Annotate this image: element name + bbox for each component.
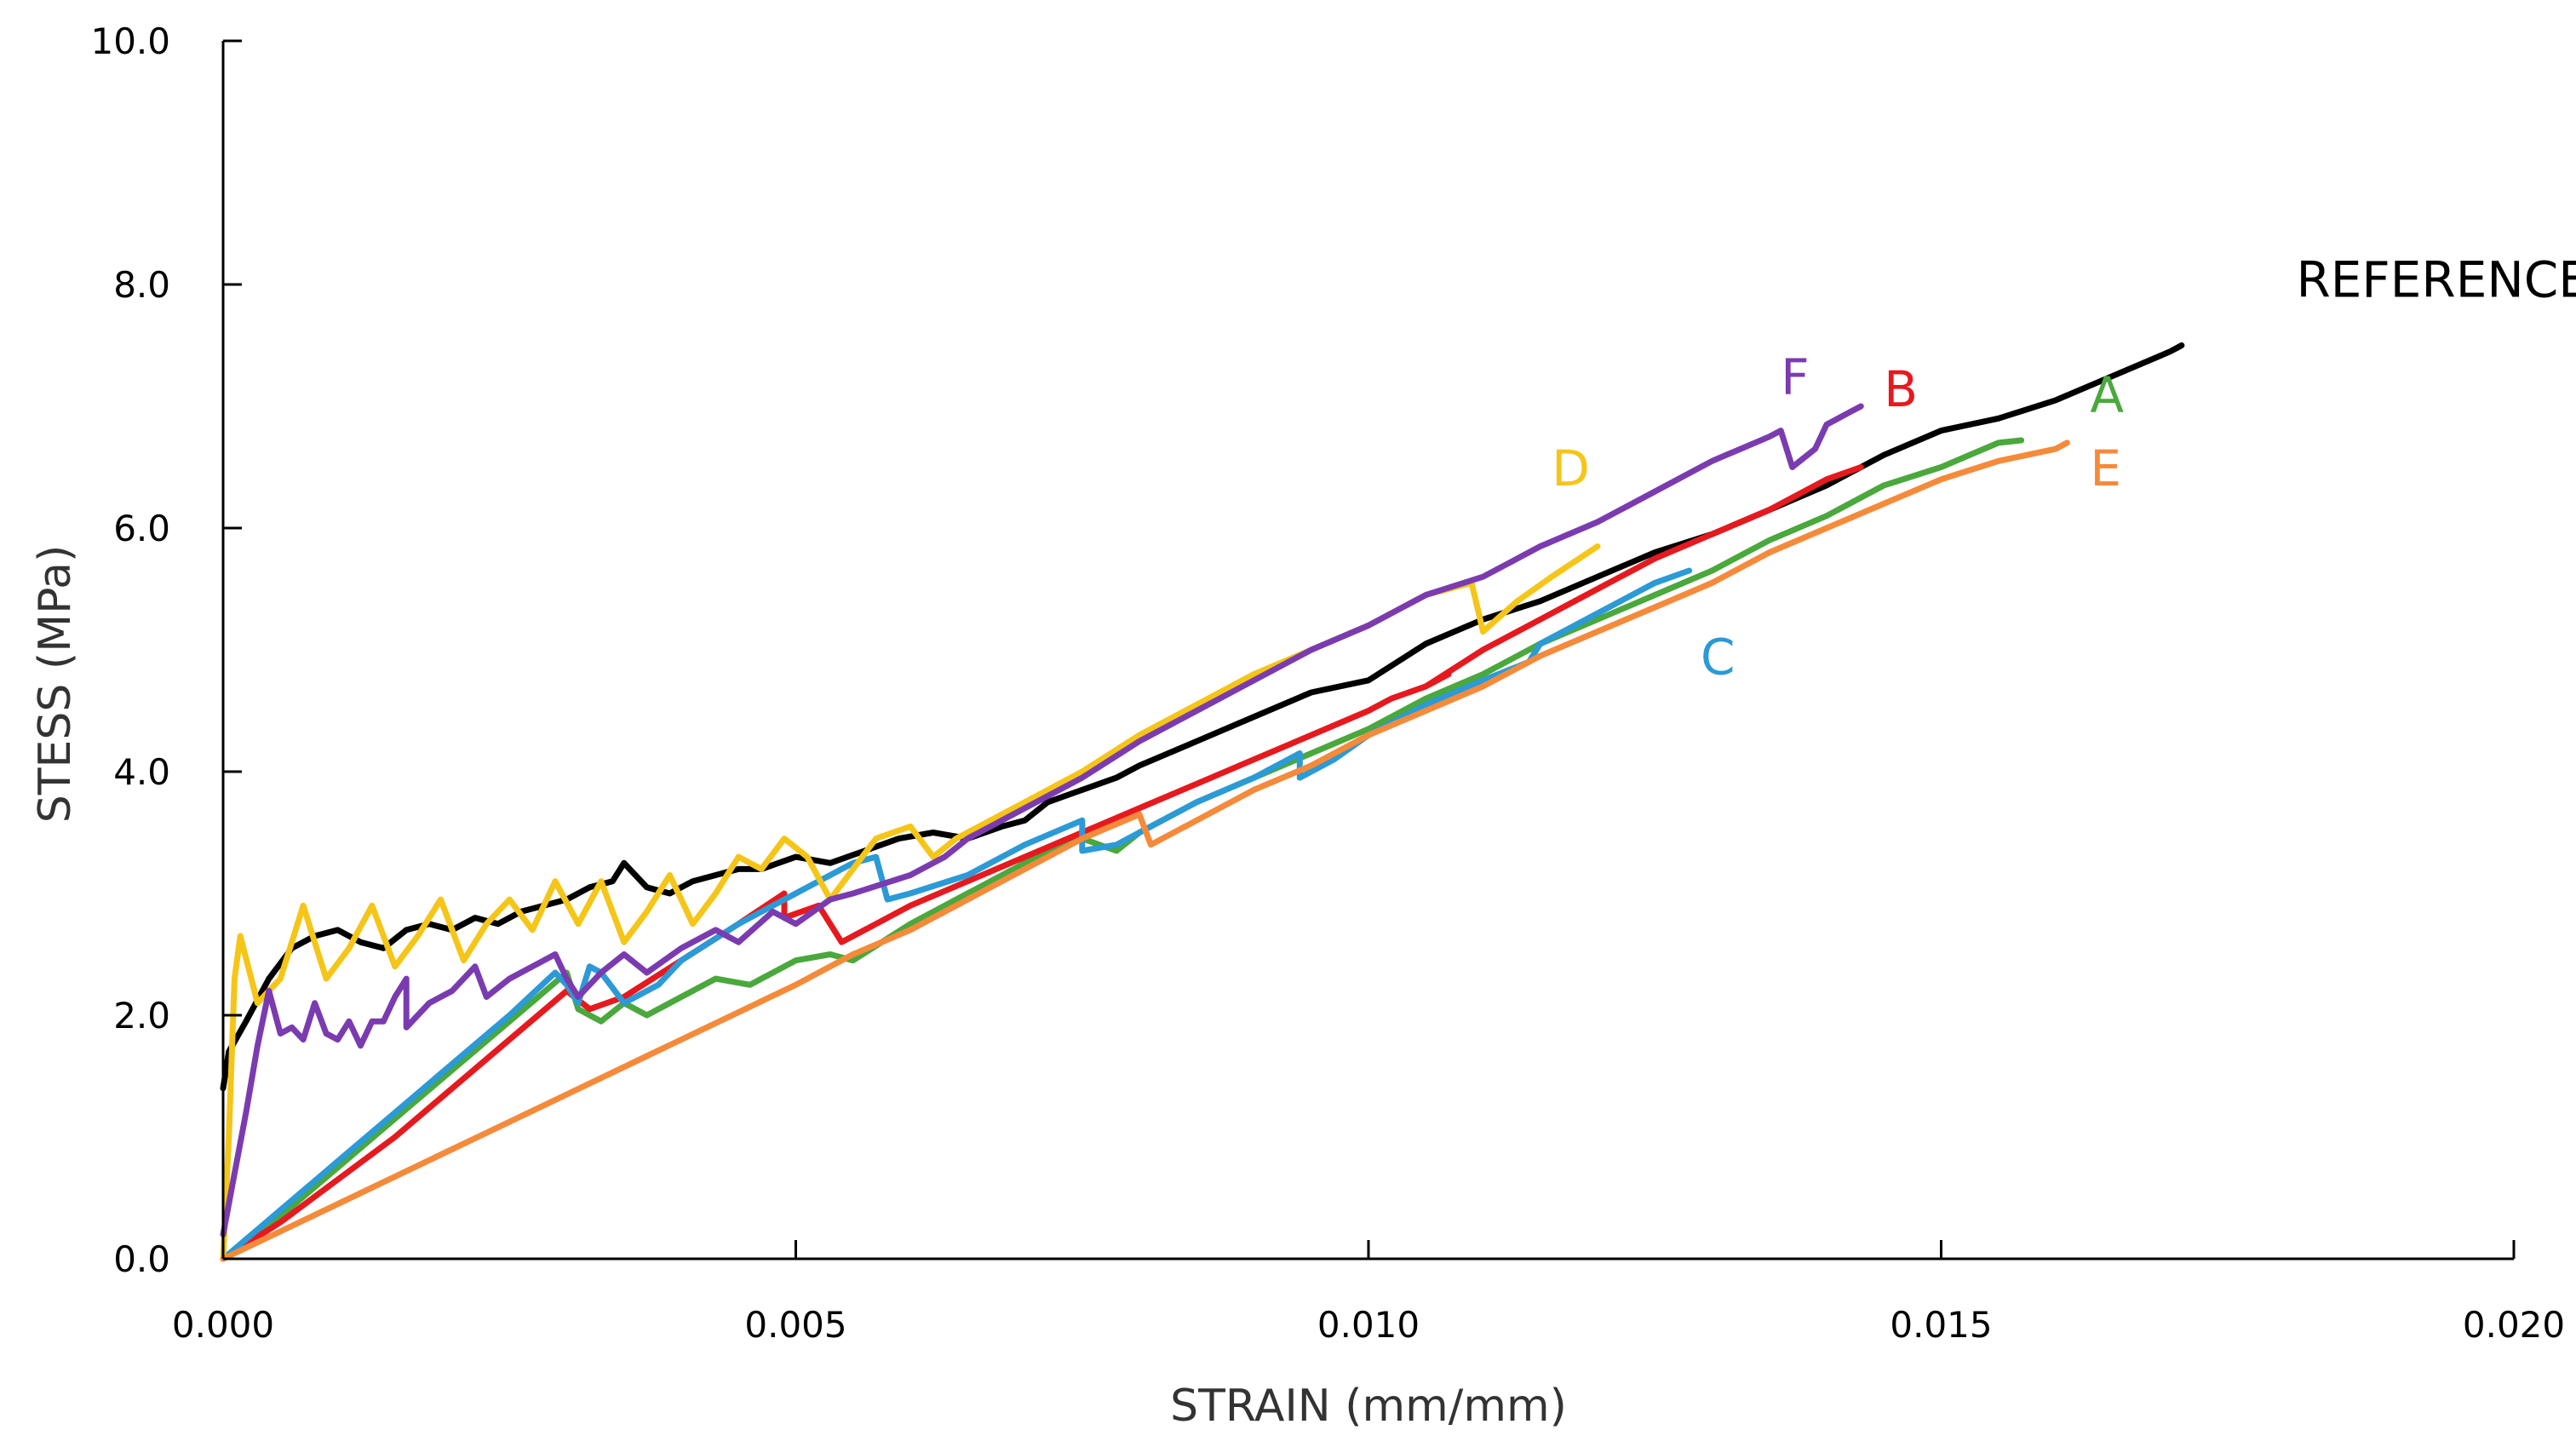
y-tick-label: 10.0 [90, 20, 170, 62]
series-labels-layer: REFERENCE A B C D E F [1552, 250, 2576, 686]
series-line-c [220, 567, 1693, 1262]
series-label-b: B [1884, 360, 1918, 418]
y-tick-label: 8.0 [113, 264, 170, 306]
x-axis-title: STRAIN (mm/mm) [1170, 1381, 1567, 1432]
y-tick-label: 0.0 [113, 1238, 170, 1280]
series-line-e [220, 439, 2070, 1262]
series-label-d: D [1552, 439, 1590, 497]
series-label-a: A [2090, 366, 2124, 424]
series-label-e: E [2090, 439, 2121, 497]
y-tick-label: 2.0 [113, 995, 170, 1037]
series-label-reference: REFERENCE [2296, 250, 2576, 308]
ticks-layer: 0.0 2.0 4.0 6.0 8.0 10.0 0.000 0.005 0.010 0.015 0… [90, 20, 2565, 1346]
y-axis-title: STESS (MPa) [30, 545, 81, 824]
y-tick-label: 6.0 [113, 508, 170, 549]
series-label-f: F [1781, 348, 1809, 406]
x-tick-label: 0.015 [1890, 1304, 1992, 1346]
x-tick-label: 0.000 [172, 1304, 274, 1346]
series-label-c: C [1701, 629, 1736, 686]
series-line-b [220, 464, 1864, 1262]
series-layer [220, 342, 2185, 1262]
x-tick-label: 0.020 [2463, 1304, 2565, 1346]
x-tick-label: 0.005 [744, 1304, 846, 1346]
x-tick-label: 0.010 [1317, 1304, 1420, 1346]
series-line-d [220, 543, 1601, 1262]
series-line-f [220, 403, 1864, 1238]
y-tick-label: 4.0 [113, 751, 170, 793]
